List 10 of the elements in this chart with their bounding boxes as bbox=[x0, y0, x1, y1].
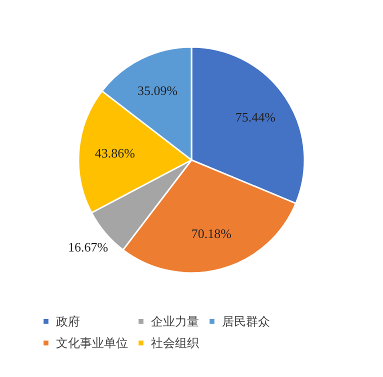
data-label: 70.18% bbox=[191, 226, 232, 242]
legend-label: 文化事业单位 bbox=[56, 336, 128, 350]
data-label: 16.67% bbox=[68, 240, 108, 255]
legend-label: 政府 bbox=[56, 314, 80, 328]
data-label: 35.09% bbox=[138, 83, 178, 98]
data-label: 75.44% bbox=[235, 109, 276, 124]
legend-label: 企业力量 bbox=[151, 314, 199, 328]
legend-label: 居民群众 bbox=[222, 314, 270, 328]
data-label: 43.86% bbox=[94, 145, 136, 160]
legend-label: 社会组织 bbox=[151, 336, 199, 350]
